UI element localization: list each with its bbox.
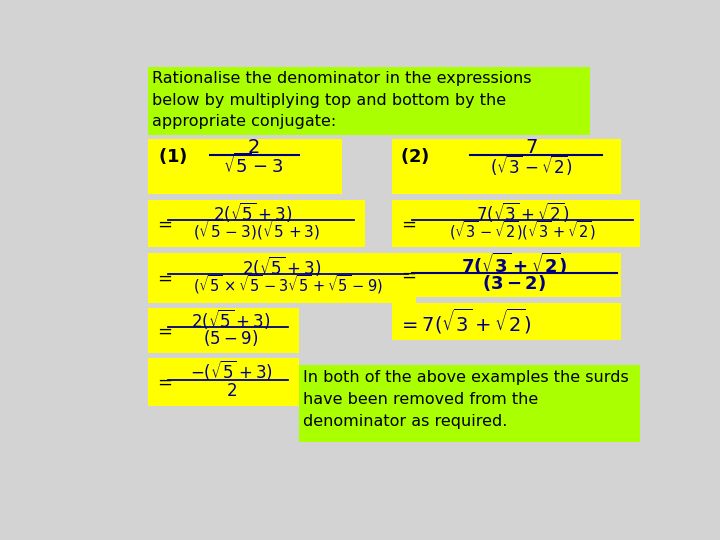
Text: $=$: $=$ — [154, 373, 173, 391]
FancyBboxPatch shape — [392, 200, 640, 247]
FancyBboxPatch shape — [392, 303, 621, 340]
Text: $=$: $=$ — [398, 214, 417, 232]
Text: $(5-9)$: $(5-9)$ — [204, 328, 258, 348]
Text: $\sqrt{5}-3$: $\sqrt{5}-3$ — [222, 153, 283, 177]
Text: In both of the above examples the surds
have been removed from the
denominator a: In both of the above examples the surds … — [303, 370, 629, 429]
Text: $\mathbf{(3-2)}$: $\mathbf{(3-2)}$ — [482, 273, 546, 293]
Text: Rationalise the denominator in the expressions
below by multiplying top and bott: Rationalise the denominator in the expre… — [152, 71, 531, 129]
FancyBboxPatch shape — [392, 253, 621, 298]
FancyBboxPatch shape — [300, 365, 640, 442]
Text: $=$: $=$ — [154, 268, 173, 286]
Text: $(\sqrt{3}-\sqrt{2})(\sqrt{3}+\sqrt{2})$: $(\sqrt{3}-\sqrt{2})(\sqrt{3}+\sqrt{2})$ — [449, 219, 595, 242]
Text: $2$: $2$ — [246, 138, 259, 157]
Text: $=$: $=$ — [154, 321, 173, 340]
FancyBboxPatch shape — [148, 358, 300, 406]
Text: $7$: $7$ — [526, 138, 538, 157]
Text: $-(\sqrt{5}+3)$: $-(\sqrt{5}+3)$ — [189, 359, 272, 382]
FancyBboxPatch shape — [148, 308, 300, 353]
Text: $(\sqrt{3}-\sqrt{2})$: $(\sqrt{3}-\sqrt{2})$ — [490, 153, 573, 177]
Text: $2(\sqrt{5}+3)$: $2(\sqrt{5}+3)$ — [242, 254, 321, 278]
FancyBboxPatch shape — [148, 200, 365, 247]
Text: $2$: $2$ — [225, 382, 237, 400]
Text: $7(\sqrt{3}+\sqrt{2})$: $7(\sqrt{3}+\sqrt{2})$ — [476, 200, 569, 224]
Text: $=$: $=$ — [154, 214, 173, 232]
Text: $2(\sqrt{5}+3)$: $2(\sqrt{5}+3)$ — [213, 200, 292, 224]
Text: $\mathbf{7(\sqrt{3}+\sqrt{2})}$: $\mathbf{7(\sqrt{3}+\sqrt{2})}$ — [461, 251, 567, 277]
Text: $(\sqrt{5}-3)(\sqrt{5}+3)$: $(\sqrt{5}-3)(\sqrt{5}+3)$ — [193, 218, 320, 242]
Text: $= 7(\sqrt{3}+\sqrt{2})$: $= 7(\sqrt{3}+\sqrt{2})$ — [398, 307, 532, 336]
Text: $=$: $=$ — [398, 266, 417, 284]
FancyBboxPatch shape — [148, 253, 415, 303]
Text: $\mathbf{(1)}$: $\mathbf{(1)}$ — [158, 146, 188, 166]
Text: $(\sqrt{5}\times\sqrt{5}-3\sqrt{5}+\sqrt{5}-9)$: $(\sqrt{5}\times\sqrt{5}-3\sqrt{5}+\sqrt… — [193, 273, 382, 296]
FancyBboxPatch shape — [148, 139, 342, 194]
FancyBboxPatch shape — [392, 139, 621, 194]
Text: $\mathbf{(2)}$: $\mathbf{(2)}$ — [400, 146, 430, 166]
FancyBboxPatch shape — [148, 67, 590, 135]
Text: $2(\sqrt{5}+3)$: $2(\sqrt{5}+3)$ — [192, 307, 271, 331]
